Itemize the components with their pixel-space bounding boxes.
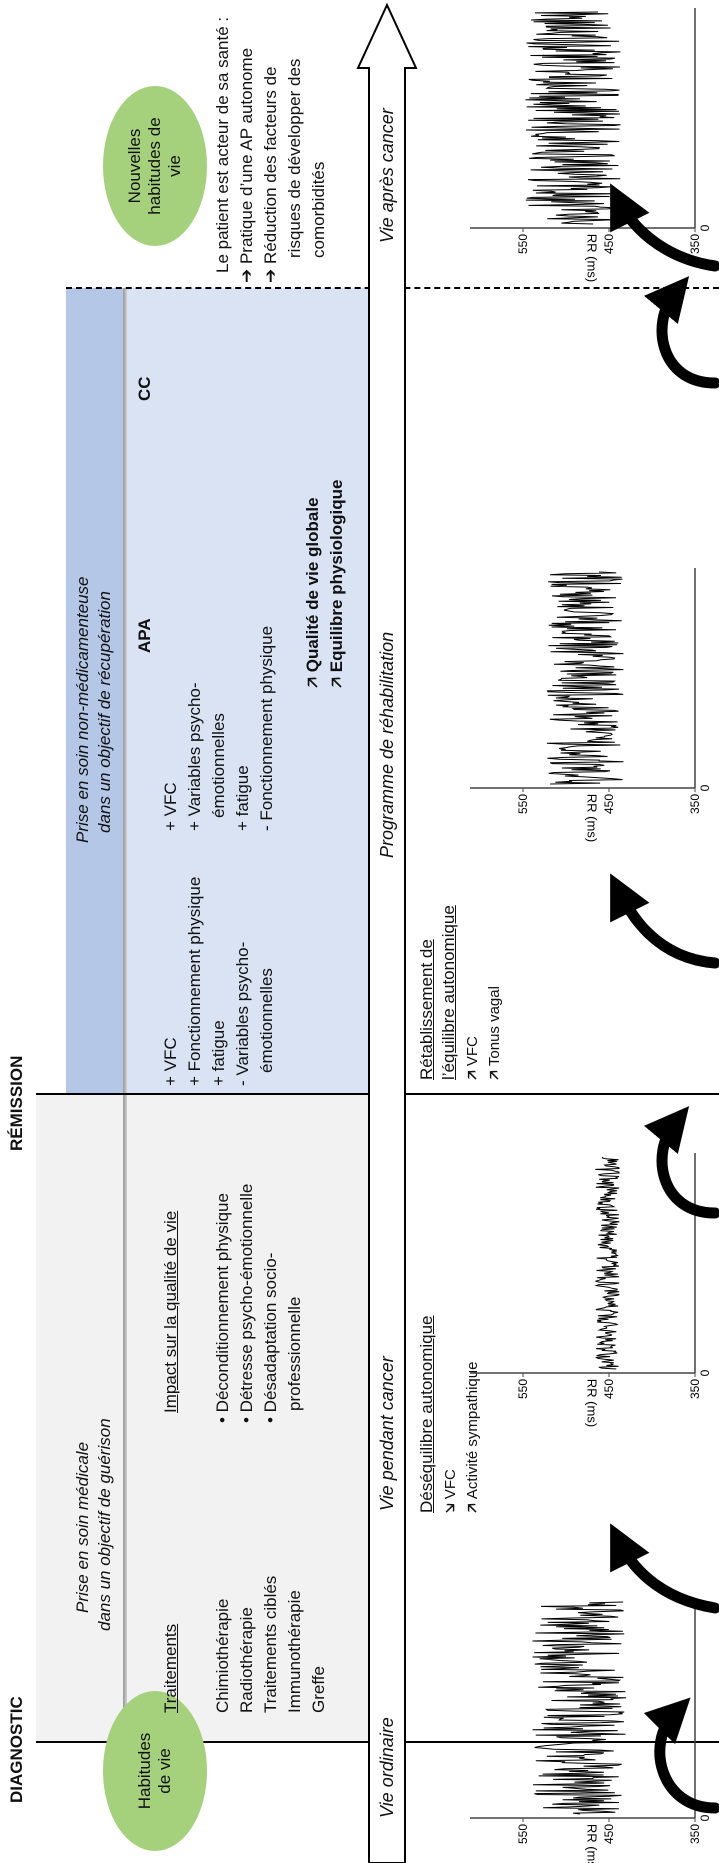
rr-tick-label: 350 (688, 234, 702, 254)
after-item-continued: risques de développer des (285, 58, 304, 258)
cc-item: + VFC (161, 782, 180, 831)
outcome-item: 🡥 Qualité de vie globale (302, 497, 323, 688)
habits-bubble-text: Habitudes de vie (135, 1732, 174, 1810)
rr-tick-label: 550 (516, 1824, 530, 1844)
apa-heading: APA (135, 618, 154, 653)
after-item: ➔ Réduction des facteurs de (260, 67, 281, 283)
outcome-label: Qualité de vie globale (303, 497, 322, 673)
rr-chart: RR (ms) 550 450 350 0 (470, 8, 712, 282)
timeline-rehab: Programme de réhabilitation (377, 631, 397, 858)
rr-chart: RR (ms) 550 450 350 0 (470, 568, 712, 842)
new-habits-bubble-text: Nouvelles habitudes de vie (125, 117, 184, 215)
cc-item: émotionnelles (209, 713, 228, 818)
rr-tick-label: 450 (602, 1824, 616, 1844)
cc-item: - Fonctionnement physique (257, 625, 276, 831)
rr-trace (594, 1156, 620, 1370)
impact-item: • Détresse psycho-émotionnelle (237, 1183, 256, 1423)
rr-ylabel: RR (ms) (585, 234, 600, 282)
treatment-item: Traitements ciblés (261, 1575, 280, 1713)
rr-trace (546, 571, 624, 785)
apa-item: émotionnelles (257, 968, 276, 1073)
apa-item: + fatigue (209, 1020, 228, 1086)
rr-trace (532, 1601, 627, 1815)
apa-item: - Variables psycho- (233, 941, 252, 1086)
curved-arrow-icon (644, 276, 719, 389)
after-item-label: Réduction des facteurs de (261, 66, 280, 265)
apa-item: + VFC (161, 1037, 180, 1086)
after-intro: Le patient est acteur de sa santé : (213, 16, 232, 273)
rr-tick-label: 450 (602, 234, 616, 254)
treatments-heading: Traitements (161, 1623, 180, 1713)
timeline-during: Vie pendant cancer (377, 1356, 397, 1511)
timeline-arrow (356, 2, 418, 1863)
transition-arrows (610, 183, 719, 1814)
treatment-item: Greffe (309, 1666, 328, 1713)
rr-x-tick-label: 0 (698, 1369, 712, 1376)
rr-x-tick-label: 0 (698, 224, 712, 231)
impact-item: • Déconditionnement physique (213, 1193, 232, 1423)
up-arrow-icon: 🡥 (303, 672, 322, 688)
new-habits-bubble: Nouvelles habitudes de vie (103, 86, 207, 246)
cc-item: + fatigue (233, 765, 252, 831)
up-arrow-icon: 🡥 (327, 672, 346, 688)
treatment-item: Immunothérapie (285, 1590, 304, 1713)
rr-chart: RR (ms) 550 450 350 0 (470, 1153, 712, 1427)
timeline-before: Vie ordinaire (377, 1717, 397, 1818)
rr-tick-label: 350 (688, 1824, 702, 1844)
outcome-label: Equilibre physiologique (327, 479, 346, 673)
timeline-arrow-shape (356, 2, 418, 1863)
rr-x-tick-label: 0 (698, 1814, 712, 1821)
rr-tick-label: 450 (602, 794, 616, 814)
after-item-continued: comorbidités (309, 161, 328, 258)
curved-arrow-icon (610, 1523, 719, 1614)
rr-tick-label: 350 (688, 1379, 702, 1399)
medical-title-line1: Prise en soin médicale (73, 1441, 92, 1613)
impact-heading: Impact sur la qualité de vie (161, 1210, 180, 1413)
curved-arrow-icon (644, 1106, 719, 1219)
outcome-item: 🡥 Equilibre physiologique (326, 480, 347, 688)
rr-tick-label: 550 (516, 234, 530, 254)
rr-tick-label: 450 (602, 1379, 616, 1399)
right-arrow-icon: ➔ (237, 264, 256, 283)
apa-item: + Fonctionnement physique (185, 876, 204, 1086)
treatment-item: Chimiothérapie (213, 1598, 232, 1713)
curved-arrow-icon (610, 183, 719, 272)
timeline-after: Vie après cancer (377, 108, 397, 243)
rr-trace (525, 11, 621, 225)
impact-item: professionnelle (285, 1296, 304, 1411)
curved-arrow-icon (610, 873, 719, 969)
diagnostic-label: DIAGNOSTIC (7, 1696, 26, 1803)
impact-item: • Désadaptation socio- (261, 1252, 280, 1423)
treatment-item: Radiothérapie (237, 1607, 256, 1713)
remission-label: RÉMISSION (7, 1055, 26, 1151)
medical-care-band (36, 1094, 371, 1742)
medical-title-line2: dans un objectif de guérison (95, 1418, 114, 1631)
cc-heading: CC (135, 376, 154, 401)
after-item-label: Pratique d’une AP autonome (237, 47, 256, 265)
rr-chart: RR (ms) 550 450 350 0 (470, 1598, 712, 1863)
rr-ylabel: RR (ms) (585, 1824, 600, 1863)
habits-bubble: Habitudes de vie (103, 1691, 207, 1851)
rr-ylabel: RR (ms) (585, 794, 600, 842)
after-item: ➔ Pratique d’une AP autonome (236, 48, 257, 283)
curved-arrow-icon (643, 1697, 719, 1814)
rr-tick-label: 550 (516, 794, 530, 814)
rehab-title-line1: Prise en soin non-médicamenteuse (73, 576, 92, 843)
rehab-title-line2: dans un objectif de récupération (95, 591, 114, 833)
rr-x-tick-label: 0 (698, 784, 712, 791)
rr-tick-label: 350 (688, 794, 702, 814)
right-arrow-icon: ➔ (261, 264, 280, 283)
cc-item: + Variables psycho- (185, 682, 204, 831)
rr-ylabel: RR (ms) (585, 1379, 600, 1427)
rr-tick-label: 550 (516, 1379, 530, 1399)
band-divider (123, 288, 127, 1742)
